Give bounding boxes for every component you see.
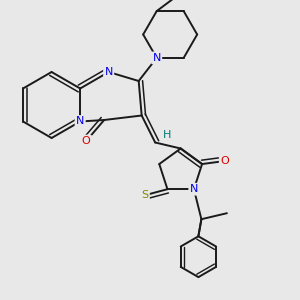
Text: O: O xyxy=(82,136,91,146)
Text: S: S xyxy=(141,190,148,200)
Text: H: H xyxy=(163,130,171,140)
Text: N: N xyxy=(76,116,84,127)
Text: N: N xyxy=(190,184,198,194)
Text: N: N xyxy=(152,53,161,63)
Text: N: N xyxy=(104,67,113,77)
Text: O: O xyxy=(220,156,229,166)
